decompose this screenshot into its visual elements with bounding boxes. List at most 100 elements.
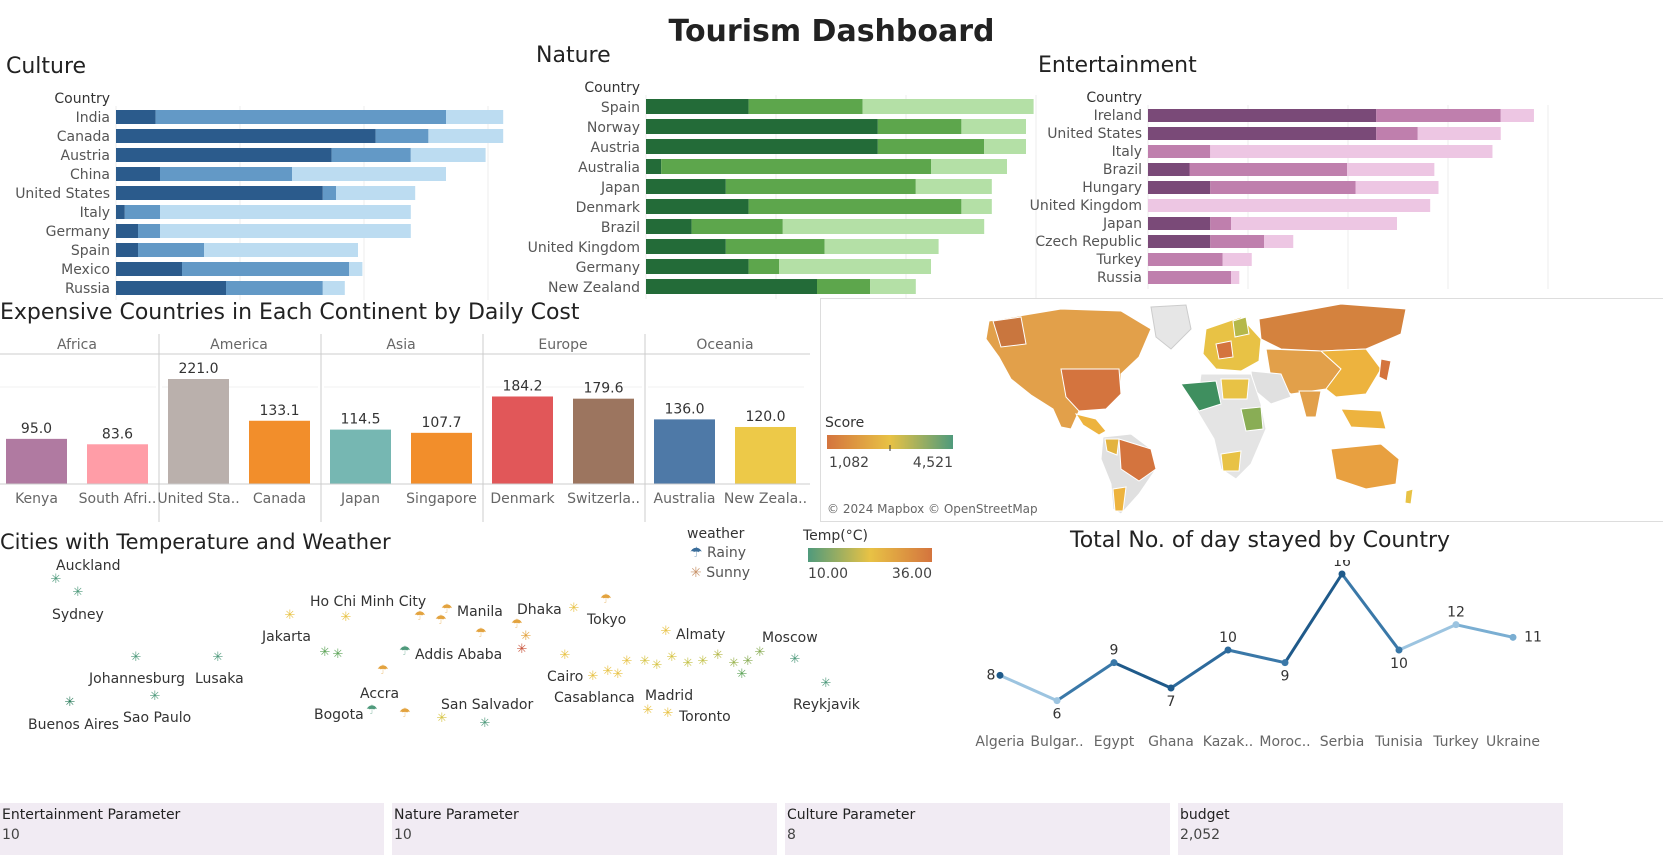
line-point[interactable] — [1395, 646, 1403, 654]
bar-segment[interactable] — [984, 139, 1026, 154]
sun-marker-icon[interactable]: ✳ — [643, 703, 654, 718]
bar-segment[interactable] — [862, 99, 1034, 114]
sun-marker-icon[interactable]: ✳ — [521, 629, 532, 644]
sun-marker-icon[interactable]: ✳ — [613, 667, 624, 682]
bar-segment[interactable] — [1376, 127, 1418, 140]
bar-segment[interactable] — [725, 239, 825, 254]
sun-marker-icon[interactable]: ✳ — [652, 658, 663, 673]
sun-marker-icon[interactable]: ✳ — [285, 608, 296, 623]
cost-bar[interactable] — [492, 396, 553, 484]
parameter-value[interactable]: 10 — [2, 827, 20, 843]
nature-parameter[interactable]: Nature Parameter 10 — [392, 803, 777, 855]
bar-segment[interactable] — [116, 129, 376, 143]
rain-marker-icon[interactable]: ☂ — [435, 613, 447, 628]
sun-marker-icon[interactable]: ✳ — [65, 695, 76, 710]
sun-marker-icon[interactable]: ✳ — [755, 645, 766, 660]
sun-marker-icon[interactable]: ✳ — [213, 650, 224, 665]
bar-segment[interactable] — [1148, 235, 1211, 248]
sun-marker-icon[interactable]: ✳ — [150, 689, 161, 704]
bar-segment[interactable] — [1148, 181, 1211, 194]
sun-marker-icon[interactable]: ✳ — [437, 711, 448, 726]
bar-segment[interactable] — [1148, 199, 1431, 212]
bar-segment[interactable] — [160, 205, 411, 219]
sun-marker-icon[interactable]: ✳ — [560, 648, 571, 663]
sun-marker-icon[interactable]: ✳ — [603, 664, 614, 679]
bar-segment[interactable] — [1500, 109, 1534, 122]
bar-segment[interactable] — [410, 148, 486, 162]
culture-bar-chart[interactable]: Country India Canada Austria China United Sta… — [0, 85, 520, 300]
rain-marker-icon[interactable]: ☂ — [399, 706, 411, 721]
weather-legend-sunny[interactable]: ✳ Sunny — [690, 565, 750, 581]
bar-segment[interactable] — [646, 179, 726, 194]
rain-marker-icon[interactable]: ☂ — [366, 703, 378, 718]
bar-segment[interactable] — [1355, 181, 1439, 194]
bar-segment[interactable] — [1347, 163, 1435, 176]
sun-marker-icon[interactable]: ✳ — [588, 669, 599, 684]
bar-segment[interactable] — [124, 205, 160, 219]
rain-marker-icon[interactable]: ☂ — [511, 617, 523, 632]
sun-marker-icon[interactable]: ✳ — [698, 654, 709, 669]
bar-segment[interactable] — [182, 262, 350, 276]
world-map[interactable]: Score 1,082 4,521 © 2024 Mapbox © OpenSt… — [821, 299, 1663, 521]
rain-marker-icon[interactable]: ☂ — [399, 644, 411, 659]
bar-segment[interactable] — [877, 139, 985, 154]
bar-segment[interactable] — [646, 199, 749, 214]
weather-legend-rainy[interactable]: ☂ Rainy — [690, 545, 747, 561]
bar-segment[interactable] — [915, 179, 992, 194]
bar-segment[interactable] — [1210, 217, 1231, 230]
sun-marker-icon[interactable]: ✳ — [333, 647, 344, 662]
cost-bar[interactable] — [654, 419, 715, 484]
line-point[interactable] — [1452, 621, 1460, 629]
bar-segment[interactable] — [646, 119, 878, 134]
entertainment-bar-chart[interactable]: Country Ireland United States Italy Brazil Hu… — [1030, 85, 1560, 290]
bar-segment[interactable] — [824, 239, 939, 254]
nature-bar-chart[interactable]: Country Spain Norway Austria Australia Japan D… — [520, 75, 1040, 300]
bar-segment[interactable] — [1210, 181, 1356, 194]
bar-segment[interactable] — [375, 129, 429, 143]
bar-segment[interactable] — [1148, 109, 1377, 122]
sun-marker-icon[interactable]: ✳ — [51, 572, 62, 587]
bar-segment[interactable] — [1148, 163, 1190, 176]
map-attribution[interactable]: © 2024 Mapbox © OpenStreetMap — [827, 502, 1038, 516]
bar-segment[interactable] — [782, 219, 985, 234]
bar-segment[interactable] — [1210, 235, 1265, 248]
bar-segment[interactable] — [1148, 253, 1223, 266]
line-point[interactable] — [1281, 659, 1289, 667]
bar-segment[interactable] — [116, 224, 138, 238]
bar-segment[interactable] — [1222, 253, 1252, 266]
bar-segment[interactable] — [748, 199, 962, 214]
bar-segment[interactable] — [691, 219, 783, 234]
bar-segment[interactable] — [1376, 109, 1501, 122]
parameter-value[interactable]: 2,052 — [1180, 827, 1221, 843]
parameter-value[interactable]: 10 — [394, 827, 412, 843]
bar-segment[interactable] — [961, 199, 992, 214]
bar-segment[interactable] — [336, 186, 416, 200]
parameter-value[interactable]: 8 — [787, 827, 796, 843]
sun-marker-icon[interactable]: ✳ — [517, 642, 528, 657]
cost-bar[interactable] — [87, 444, 148, 484]
world-map-panel[interactable]: Score 1,082 4,521 © 2024 Mapbox © OpenSt… — [820, 298, 1663, 522]
sun-marker-icon[interactable]: ✳ — [661, 624, 672, 639]
days-line-chart[interactable]: 8 6 9 7 10 9 16 10 12 11 Algeria Bulgar.. Egypt Ghana… — [960, 560, 1560, 755]
rain-marker-icon[interactable]: ☂ — [600, 592, 612, 607]
bar-segment[interactable] — [870, 279, 916, 294]
sun-marker-icon[interactable]: ✳ — [131, 650, 142, 665]
bar-segment[interactable] — [116, 205, 125, 219]
line-point[interactable] — [1167, 684, 1175, 692]
bar-segment[interactable] — [1148, 217, 1211, 230]
bar-segment[interactable] — [646, 139, 878, 154]
line-point[interactable] — [1053, 697, 1061, 705]
sun-marker-icon[interactable]: ✳ — [622, 654, 633, 669]
bar-segment[interactable] — [331, 148, 411, 162]
sun-marker-icon[interactable]: ✳ — [341, 610, 352, 625]
bar-segment[interactable] — [748, 99, 863, 114]
line-point[interactable] — [1509, 633, 1517, 641]
sun-marker-icon[interactable]: ✳ — [821, 676, 832, 691]
bar-segment[interactable] — [725, 179, 916, 194]
bar-segment[interactable] — [116, 186, 323, 200]
bar-segment[interactable] — [155, 110, 446, 124]
rain-marker-icon[interactable]: ☂ — [441, 602, 453, 617]
bar-segment[interactable] — [116, 110, 156, 124]
bar-segment[interactable] — [661, 159, 931, 174]
rain-marker-icon[interactable]: ☂ — [475, 626, 487, 641]
